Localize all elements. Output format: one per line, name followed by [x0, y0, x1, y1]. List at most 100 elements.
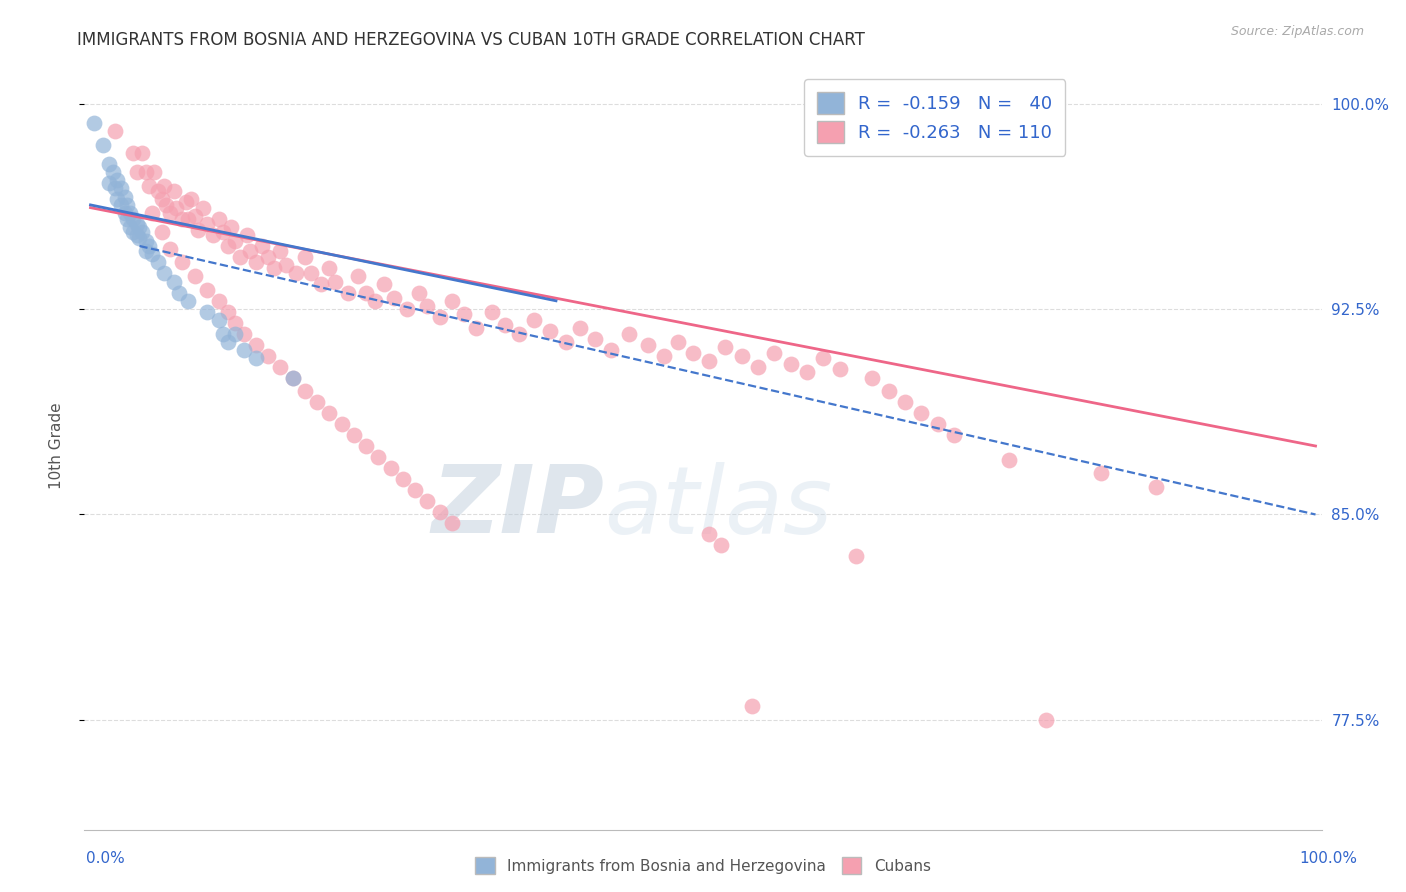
Point — [146, 255, 169, 269]
Point — [894, 395, 917, 409]
Point — [763, 346, 786, 360]
Point — [150, 193, 173, 207]
Point — [380, 461, 402, 475]
Point — [416, 493, 439, 508]
Point — [229, 250, 252, 264]
Point — [731, 349, 754, 363]
Point — [118, 219, 141, 234]
Point — [860, 370, 883, 384]
Point — [382, 291, 405, 305]
Point — [122, 145, 145, 160]
Point — [141, 206, 163, 220]
Point — [281, 370, 304, 384]
Point — [429, 505, 451, 519]
Point — [177, 211, 200, 226]
Point — [811, 351, 834, 366]
Point — [224, 234, 246, 248]
Point — [236, 227, 259, 242]
Point — [523, 313, 546, 327]
Point — [354, 285, 377, 300]
Point — [104, 124, 127, 138]
Point — [115, 211, 138, 226]
Point — [346, 269, 368, 284]
Point — [318, 260, 340, 275]
Point — [309, 277, 332, 292]
Point — [217, 304, 239, 318]
Point — [330, 417, 353, 431]
Point — [285, 266, 308, 280]
Point — [174, 195, 197, 210]
Point — [163, 184, 186, 198]
Point — [110, 181, 132, 195]
Legend: Immigrants from Bosnia and Herzegovina, Cubans: Immigrants from Bosnia and Herzegovina, … — [470, 851, 936, 880]
Point — [180, 193, 202, 207]
Point — [165, 201, 187, 215]
Text: 100.0%: 100.0% — [1299, 851, 1358, 865]
Point — [281, 370, 304, 384]
Point — [122, 225, 145, 239]
Point — [714, 340, 737, 354]
Point — [780, 357, 803, 371]
Point — [97, 157, 120, 171]
Point — [163, 275, 186, 289]
Point — [453, 308, 475, 322]
Point — [115, 198, 138, 212]
Point — [135, 234, 157, 248]
Point — [299, 266, 322, 280]
Point — [245, 255, 267, 269]
Point — [583, 332, 606, 346]
Point — [211, 225, 233, 239]
Point — [697, 526, 720, 541]
Point — [114, 206, 136, 220]
Point — [416, 299, 439, 313]
Point — [245, 351, 267, 366]
Point — [710, 538, 733, 552]
Point — [239, 244, 262, 259]
Point — [107, 193, 129, 207]
Point — [232, 326, 254, 341]
Point — [494, 318, 516, 333]
Point — [232, 343, 254, 357]
Point — [257, 349, 280, 363]
Point — [208, 313, 231, 327]
Point — [652, 349, 675, 363]
Point — [294, 384, 316, 399]
Point — [569, 321, 592, 335]
Legend: R =  -0.159   N =   40, R =  -0.263   N = 110: R = -0.159 N = 40, R = -0.263 N = 110 — [804, 79, 1066, 156]
Point — [395, 301, 418, 316]
Point — [138, 178, 160, 193]
Point — [128, 231, 150, 245]
Point — [373, 277, 395, 292]
Point — [877, 384, 900, 399]
Point — [637, 337, 659, 351]
Point — [208, 211, 231, 226]
Point — [367, 450, 389, 464]
Text: atlas: atlas — [605, 462, 832, 553]
Point — [183, 209, 205, 223]
Point — [183, 269, 205, 284]
Point — [122, 211, 145, 226]
Point — [217, 239, 239, 253]
Point — [325, 275, 347, 289]
Point — [153, 178, 176, 193]
Point — [177, 293, 200, 308]
Point — [392, 472, 415, 486]
Point — [600, 343, 623, 357]
Point — [440, 293, 463, 308]
Point — [211, 326, 233, 341]
Point — [269, 359, 291, 374]
Point — [146, 184, 169, 198]
Text: 0.0%: 0.0% — [86, 851, 125, 865]
Point — [131, 145, 153, 160]
Point — [354, 439, 377, 453]
Point — [318, 406, 340, 420]
Point — [668, 334, 690, 349]
Point — [128, 219, 150, 234]
Point — [943, 428, 966, 442]
Point — [363, 293, 385, 308]
Point — [269, 244, 291, 259]
Point — [125, 165, 148, 179]
Point — [830, 362, 852, 376]
Point — [276, 258, 298, 272]
Point — [429, 310, 451, 325]
